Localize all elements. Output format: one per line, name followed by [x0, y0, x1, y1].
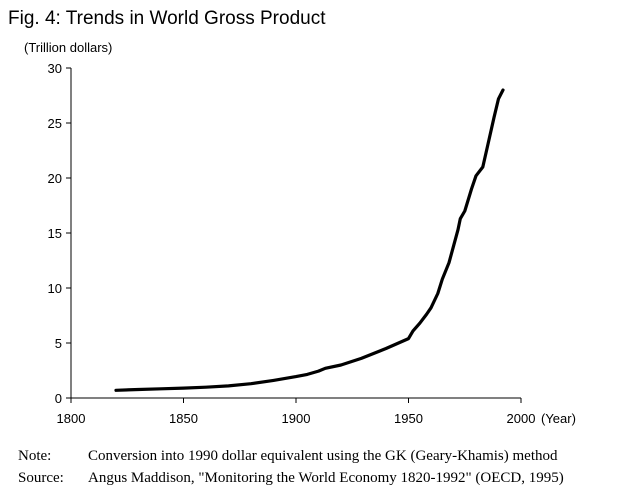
x-tick-label: 1850 [169, 411, 198, 426]
y-tick-label: 0 [55, 391, 62, 406]
chart-marks [114, 88, 505, 392]
y-tick-label: 10 [48, 281, 62, 296]
y-tick-label: 30 [48, 61, 62, 76]
x-tick-label: 1800 [57, 411, 86, 426]
chart-title: Fig. 4: Trends in World Gross Product [8, 8, 326, 29]
y-tick-label: 15 [48, 226, 62, 241]
note-label: Note: [18, 447, 52, 464]
x-tick-label: 2000 [507, 411, 536, 426]
chart-notes: Note: Conversion into 1990 dollar equiva… [18, 445, 564, 489]
y-tick-label: 5 [55, 336, 62, 351]
chart-axes: 0 5 10 15 20 25 30 1800 1850 1900 1950 2000 (Year) [48, 61, 576, 426]
source-label: Source: [18, 469, 64, 486]
y-tick-label: 25 [48, 116, 62, 131]
y-axis-unit-label: (Trillion dollars) [24, 40, 113, 55]
series-line [114, 88, 505, 392]
note-row: Note: Conversion into 1990 dollar equiva… [18, 445, 564, 467]
y-tick-label: 20 [48, 171, 62, 186]
x-tick-label: 1950 [394, 411, 423, 426]
source-row: Source: Angus Maddison, "Monitoring the … [18, 467, 564, 489]
x-tick-label: 1900 [282, 411, 311, 426]
x-axis-label: (Year) [541, 411, 576, 426]
note-text: Conversion into 1990 dollar equivalent u… [88, 447, 558, 464]
source-text: Angus Maddison, "Monitoring the World Ec… [88, 469, 564, 486]
